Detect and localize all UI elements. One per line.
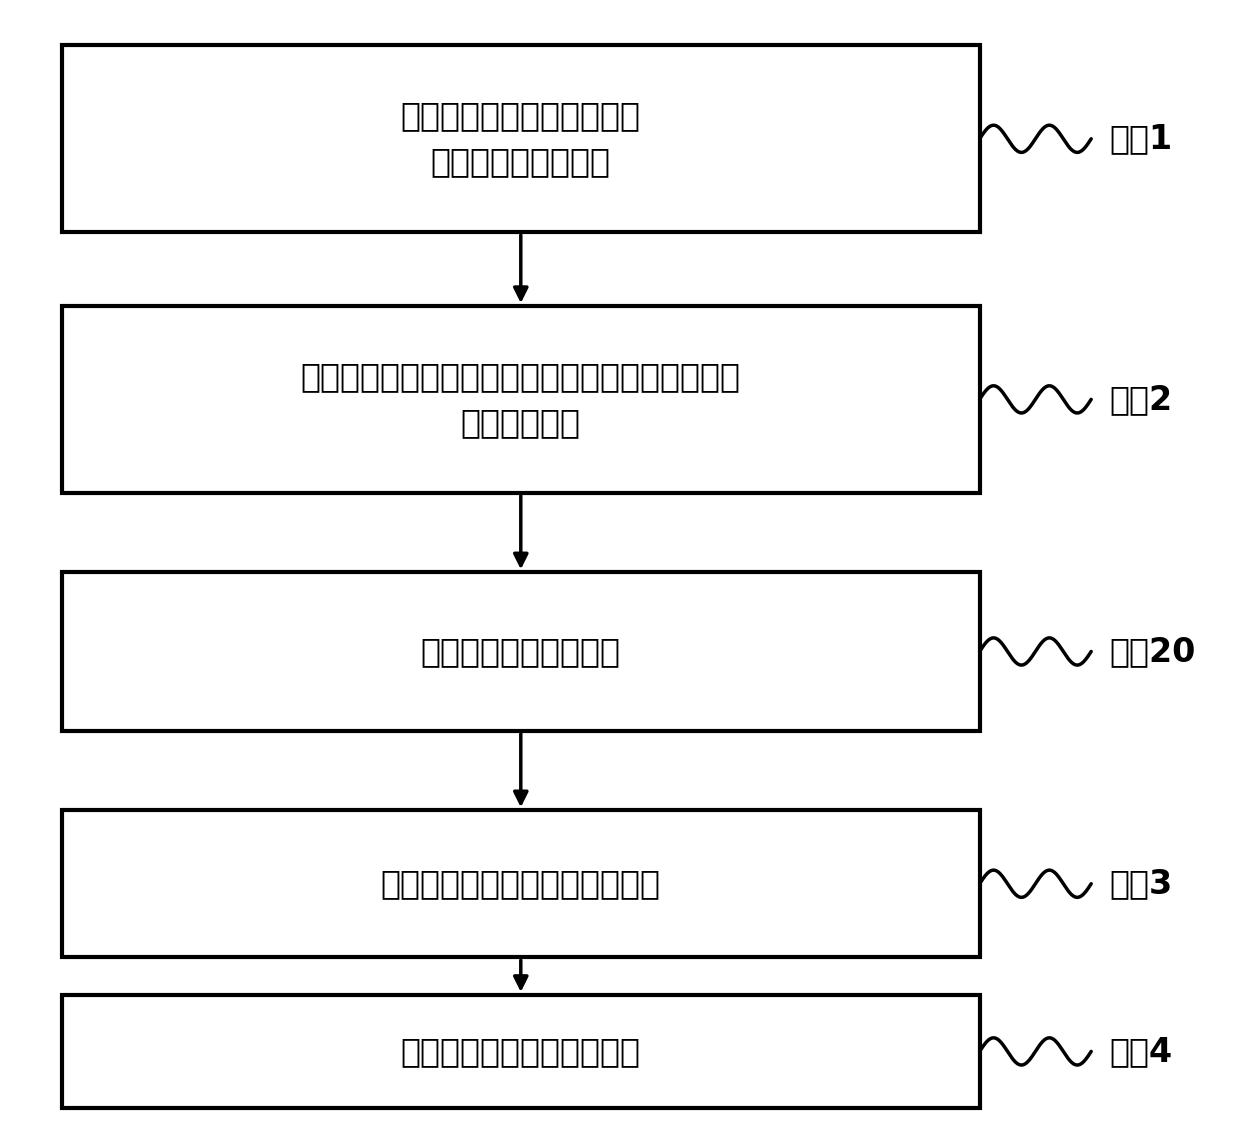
Bar xyxy=(62,995,980,1108)
Text: 步骤4: 步骤4 xyxy=(1110,1034,1173,1068)
Bar xyxy=(62,810,980,957)
Text: 热源模型计算并分析结果。: 热源模型计算并分析结果。 xyxy=(401,1034,641,1068)
Text: 步骤1: 步骤1 xyxy=(1110,122,1173,155)
Text: 步骤20: 步骤20 xyxy=(1110,634,1197,668)
Text: 建立焊接工件的数值模型，
并加载至热源模型；: 建立焊接工件的数值模型， 并加载至热源模型； xyxy=(401,100,641,178)
Bar xyxy=(62,306,980,493)
Text: 对复合热源进行校核；: 对复合热源进行校核； xyxy=(420,634,621,668)
Text: 将焊接工况参数导入热源模型；: 将焊接工况参数导入热源模型； xyxy=(381,867,661,901)
Text: 将热源加载顺序、热源加载位置、能量输入值导入
至热源模型；: 将热源加载顺序、热源加载位置、能量输入值导入 至热源模型； xyxy=(301,360,740,438)
Bar xyxy=(62,572,980,731)
Bar xyxy=(62,45,980,232)
Text: 步骤2: 步骤2 xyxy=(1110,383,1173,416)
Text: 步骤3: 步骤3 xyxy=(1110,867,1173,901)
